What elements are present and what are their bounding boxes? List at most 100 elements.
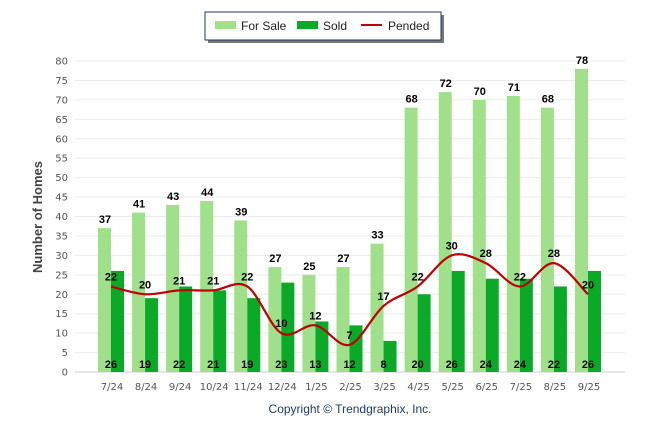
bar-sold	[145, 298, 159, 372]
x-tick-label: 8/25	[544, 382, 566, 393]
y-tick-label: 50	[55, 173, 68, 184]
bar-sold	[111, 270, 124, 372]
label-sold: 8	[380, 359, 386, 371]
x-tick-label: 1/25	[305, 382, 327, 393]
y-tick-label: 65	[55, 115, 68, 126]
y-tick-label: 0	[62, 368, 68, 379]
label-sold: 20	[412, 359, 424, 371]
label-sold: 22	[548, 359, 560, 371]
label-pended: 28	[548, 248, 560, 260]
pended-line	[110, 253, 589, 347]
y-tick-label: 80	[55, 57, 68, 68]
y-tick-label: 40	[55, 212, 68, 223]
x-tick-label: 2/25	[339, 382, 361, 393]
label-for-sale: 72	[440, 78, 452, 90]
label-pended: 22	[241, 271, 253, 283]
label-sold: 23	[275, 359, 287, 371]
label-sold: 26	[582, 359, 594, 371]
label-pended: 22	[514, 271, 526, 283]
bar-for-sale	[166, 204, 180, 372]
label-pended: 12	[309, 310, 321, 322]
y-tick-label: 55	[55, 154, 68, 165]
bar-sold	[519, 278, 533, 372]
label-for-sale: 68	[406, 94, 418, 106]
label-sold: 26	[105, 359, 117, 371]
legend-label-pended: Pended	[388, 19, 429, 33]
bar-for-sale	[472, 99, 486, 372]
line-pended	[110, 253, 589, 347]
legend-swatch-sold	[297, 21, 318, 29]
x-tick-label: 12/24	[268, 382, 297, 393]
label-pended: 22	[412, 271, 424, 283]
label-pended: 30	[446, 240, 458, 252]
label-for-sale: 70	[474, 86, 486, 98]
y-tick-label: 25	[55, 270, 68, 281]
bar-for-sale	[404, 107, 418, 373]
bar-for-sale	[98, 228, 111, 372]
x-tick-label: 6/25	[476, 382, 498, 393]
label-for-sale: 68	[542, 94, 554, 106]
bar-sold	[417, 294, 431, 372]
label-for-sale: 33	[371, 230, 383, 242]
y-axis-ticks: 0 5 10 15 20 25 30 35 40 45 50 55 60 65 70 75 80	[55, 57, 68, 379]
y-tick-label: 75	[55, 76, 68, 87]
x-axis-ticks: 7/24 8/24 9/24 10/24 11/24 12/24 1/25 2/25 3/25 4…	[101, 382, 600, 393]
x-tick-label: 11/24	[234, 382, 263, 393]
label-pended: 21	[207, 275, 219, 287]
x-tick-label: 10/24	[200, 382, 229, 393]
bar-sold	[315, 321, 329, 372]
bar-for-sale	[574, 68, 588, 373]
label-for-sale: 41	[133, 199, 145, 211]
bar-sold	[553, 286, 567, 372]
label-for-sale: 71	[508, 82, 520, 94]
bar-sold	[451, 270, 465, 372]
bar-sold	[179, 286, 193, 372]
y-tick-label: 30	[55, 251, 68, 262]
bar-for-sale	[268, 267, 282, 372]
label-for-sale: 78	[576, 55, 588, 67]
bar-sold	[587, 270, 601, 372]
label-for-sale: 39	[235, 206, 247, 218]
bar-for-sale	[370, 243, 384, 372]
x-tick-label: 7/24	[101, 382, 123, 393]
y-tick-label: 70	[55, 95, 68, 106]
bar-sold	[383, 340, 397, 372]
bar-for-sale	[336, 267, 350, 372]
y-tick-label: 10	[55, 329, 68, 340]
label-pended: 20	[139, 279, 151, 291]
bar-sold	[485, 278, 499, 372]
bar-sold	[281, 282, 295, 372]
label-for-sale: 37	[99, 214, 111, 226]
legend-label-sold: Sold	[323, 19, 347, 33]
x-tick-label: 4/25	[407, 382, 429, 393]
label-for-sale: 25	[303, 261, 315, 273]
x-tick-label: 5/25	[441, 382, 463, 393]
y-tick-label: 35	[55, 231, 68, 242]
y-axis-title: Number of Homes	[30, 161, 45, 273]
bar-for-sale	[234, 220, 248, 372]
label-sold: 21	[207, 359, 219, 371]
bar-for-sale	[438, 92, 452, 372]
label-for-sale: 43	[167, 191, 179, 203]
label-pended: 22	[105, 271, 117, 283]
label-sold: 24	[480, 359, 493, 371]
label-sold: 22	[173, 359, 185, 371]
y-tick-label: 15	[55, 309, 68, 320]
label-for-sale: 27	[269, 253, 281, 265]
label-pended: 20	[582, 279, 594, 291]
bar-for-sale	[540, 107, 554, 373]
bar-for-sale	[302, 274, 316, 372]
legend-swatch-for-sale	[215, 21, 236, 29]
label-pended: 21	[173, 275, 185, 287]
y-tick-label: 20	[55, 290, 68, 301]
label-pended: 10	[275, 318, 287, 330]
label-sold: 19	[241, 359, 253, 371]
x-tick-label: 9/24	[169, 382, 191, 393]
label-sold: 13	[309, 359, 321, 371]
bar-for-sale	[506, 95, 520, 373]
label-pended: 17	[377, 291, 389, 303]
copyright: Copyright © Trendgraphix, Inc.	[269, 402, 432, 416]
label-pended: 7	[346, 330, 352, 342]
